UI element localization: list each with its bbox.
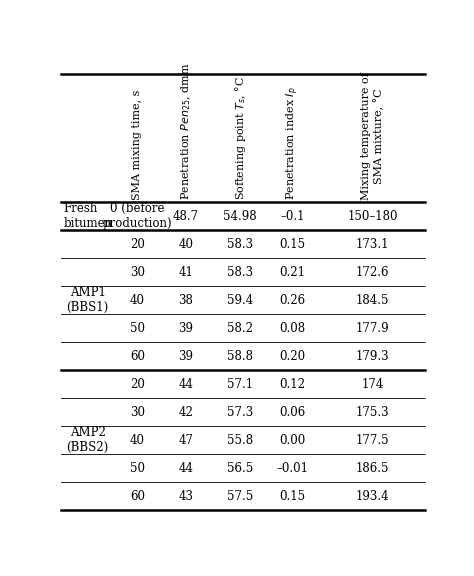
Text: 30: 30 bbox=[130, 266, 145, 279]
Text: 20: 20 bbox=[130, 238, 145, 251]
Text: Penetration $\mathit{Pen}_{25}$, dmm: Penetration $\mathit{Pen}_{25}$, dmm bbox=[179, 62, 193, 200]
Text: 193.4: 193.4 bbox=[356, 490, 389, 503]
Text: 57.1: 57.1 bbox=[227, 378, 253, 391]
Text: 184.5: 184.5 bbox=[356, 294, 389, 307]
Text: 20: 20 bbox=[130, 378, 145, 391]
Text: 177.9: 177.9 bbox=[356, 322, 389, 335]
Text: 0.12: 0.12 bbox=[280, 378, 306, 391]
Text: 55.8: 55.8 bbox=[227, 434, 253, 447]
Text: 0.08: 0.08 bbox=[280, 322, 306, 335]
Text: 47: 47 bbox=[179, 434, 193, 447]
Text: 30: 30 bbox=[130, 406, 145, 419]
Text: 58.2: 58.2 bbox=[227, 322, 253, 335]
Text: 175.3: 175.3 bbox=[356, 406, 389, 419]
Text: 44: 44 bbox=[179, 462, 193, 475]
Text: 172.6: 172.6 bbox=[356, 266, 389, 279]
Text: 59.4: 59.4 bbox=[227, 294, 253, 307]
Text: 58.3: 58.3 bbox=[227, 238, 253, 251]
Text: Penetration index $I_p$: Penetration index $I_p$ bbox=[284, 86, 301, 200]
Text: 60: 60 bbox=[130, 490, 145, 503]
Text: 43: 43 bbox=[179, 490, 193, 503]
Text: 0.20: 0.20 bbox=[280, 350, 306, 363]
Text: 42: 42 bbox=[179, 406, 193, 419]
Text: 54.98: 54.98 bbox=[223, 210, 257, 223]
Text: 40: 40 bbox=[130, 434, 145, 447]
Text: 58.8: 58.8 bbox=[227, 350, 253, 363]
Text: 0.21: 0.21 bbox=[280, 266, 306, 279]
Text: 50: 50 bbox=[130, 462, 145, 475]
Text: 0.15: 0.15 bbox=[280, 238, 306, 251]
Text: 57.5: 57.5 bbox=[227, 490, 253, 503]
Text: 0.00: 0.00 bbox=[279, 434, 306, 447]
Text: 38: 38 bbox=[179, 294, 193, 307]
Text: 173.1: 173.1 bbox=[356, 238, 389, 251]
Text: 48.7: 48.7 bbox=[173, 210, 199, 223]
Text: 177.5: 177.5 bbox=[356, 434, 389, 447]
Text: 0.06: 0.06 bbox=[279, 406, 306, 419]
Text: 0 (before
production): 0 (before production) bbox=[102, 202, 172, 230]
Text: 58.3: 58.3 bbox=[227, 266, 253, 279]
Text: 0.26: 0.26 bbox=[280, 294, 306, 307]
Text: 40: 40 bbox=[130, 294, 145, 307]
Text: 44: 44 bbox=[179, 378, 193, 391]
Text: 39: 39 bbox=[179, 322, 193, 335]
Text: 0.15: 0.15 bbox=[280, 490, 306, 503]
Text: 60: 60 bbox=[130, 350, 145, 363]
Text: 57.3: 57.3 bbox=[227, 406, 253, 419]
Text: 150–180: 150–180 bbox=[347, 210, 398, 223]
Text: –0.01: –0.01 bbox=[276, 462, 309, 475]
Text: AMP1
(BBS1): AMP1 (BBS1) bbox=[66, 286, 109, 314]
Text: Mixing temperature of
SMA mixture, °C: Mixing temperature of SMA mixture, °C bbox=[361, 72, 384, 200]
Text: SMA mixing time, s: SMA mixing time, s bbox=[132, 90, 142, 200]
Text: 50: 50 bbox=[130, 322, 145, 335]
Text: 179.3: 179.3 bbox=[356, 350, 389, 363]
Text: 56.5: 56.5 bbox=[227, 462, 253, 475]
Text: Fresh
bitumen: Fresh bitumen bbox=[63, 202, 112, 230]
Text: 41: 41 bbox=[179, 266, 193, 279]
Text: –0.1: –0.1 bbox=[280, 210, 305, 223]
Text: 39: 39 bbox=[179, 350, 193, 363]
Text: 186.5: 186.5 bbox=[356, 462, 389, 475]
Text: Softening point $T_s$, °C: Softening point $T_s$, °C bbox=[233, 75, 248, 200]
Text: AMP2
(BBS2): AMP2 (BBS2) bbox=[66, 426, 109, 454]
Text: 174: 174 bbox=[361, 378, 383, 391]
Text: 40: 40 bbox=[179, 238, 193, 251]
